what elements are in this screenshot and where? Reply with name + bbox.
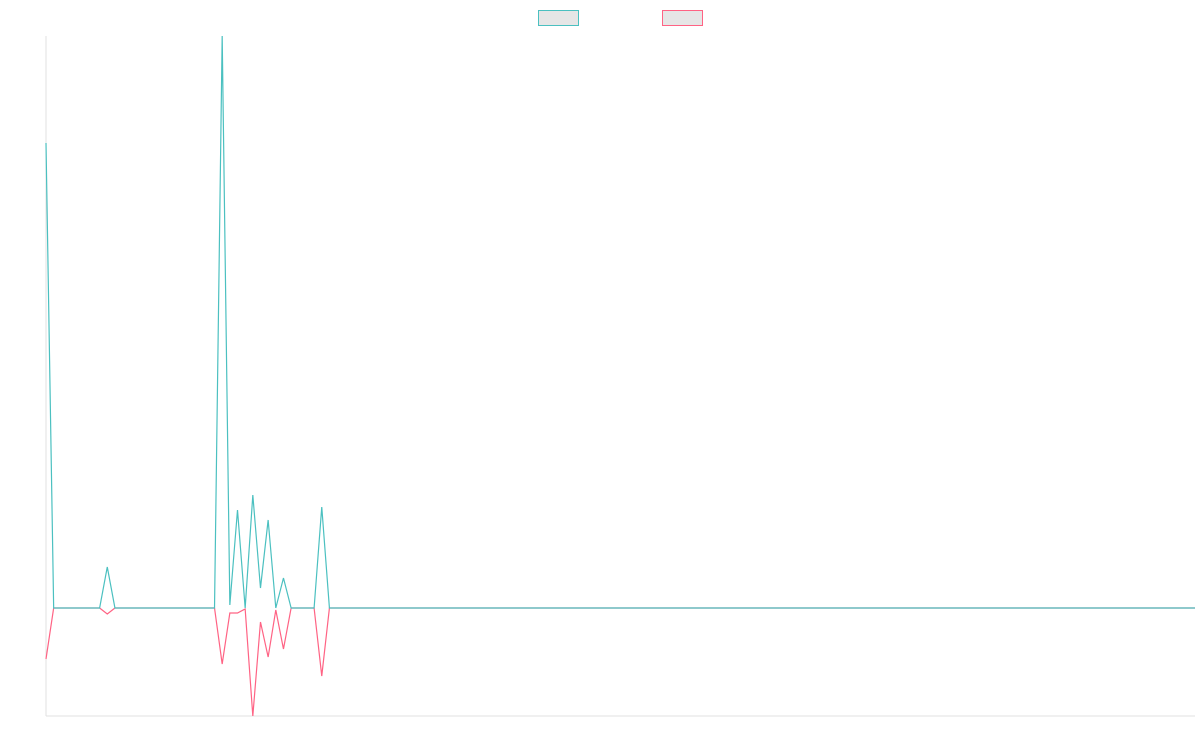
legend-swatch (538, 10, 579, 26)
line-series (45, 607, 1195, 717)
line-series (45, 35, 1195, 609)
legend-swatch (662, 10, 703, 26)
